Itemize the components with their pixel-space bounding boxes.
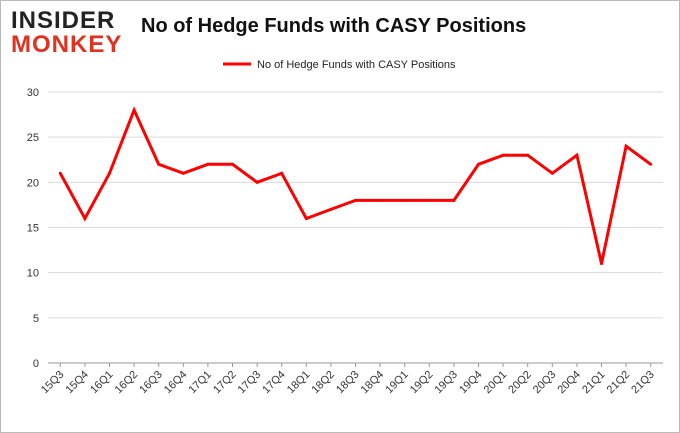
data-point: [526, 153, 530, 157]
x-tick-label: 19Q1: [383, 369, 411, 397]
data-point: [304, 216, 308, 220]
x-tick-label: 16Q1: [88, 369, 116, 397]
x-tick-label: 15Q3: [39, 369, 67, 397]
data-point: [58, 171, 62, 175]
x-tick-label: 17Q1: [186, 369, 214, 397]
x-tick-label: 17Q2: [211, 369, 239, 397]
data-point: [649, 162, 653, 166]
y-tick-label: 25: [27, 132, 39, 144]
data-point: [452, 198, 456, 202]
data-point: [624, 144, 628, 148]
x-tick-label: 17Q3: [236, 369, 264, 397]
insider-monkey-logo: INSIDER MONKEY: [11, 9, 129, 59]
x-tick-label: 18Q4: [359, 369, 387, 397]
logo-line-2: MONKEY: [11, 31, 123, 58]
x-axis-ticks: 15Q315Q416Q116Q216Q316Q417Q117Q217Q317Q4…: [39, 363, 657, 396]
data-point: [575, 153, 579, 157]
grid-lines: [48, 91, 663, 364]
x-tick-label: 19Q4: [457, 369, 485, 397]
data-point: [157, 162, 161, 166]
x-tick-label: 19Q2: [408, 369, 436, 397]
x-tick-label: 21Q2: [605, 369, 633, 397]
data-point: [181, 171, 185, 175]
data-point: [477, 162, 480, 166]
x-tick-label: 16Q3: [137, 369, 165, 397]
data-point: [280, 171, 284, 175]
data-point: [501, 153, 505, 157]
x-tick-label: 16Q2: [113, 369, 141, 397]
data-point: [354, 198, 357, 202]
y-axis-ticks: 0 5 10 15 20 25 30: [27, 87, 39, 370]
x-tick-label: 15Q4: [63, 369, 91, 397]
series-line: [58, 106, 652, 264]
data-point: [427, 198, 431, 202]
x-tick-label: 21Q3: [629, 369, 657, 397]
y-tick-label: 5: [33, 313, 39, 325]
data-point: [329, 207, 333, 211]
data-point: [403, 198, 407, 202]
data-point: [378, 198, 382, 202]
legend-label: No of Hedge Funds with CASY Positions: [257, 59, 456, 71]
data-point: [550, 171, 554, 175]
x-tick-label: 16Q4: [162, 369, 190, 397]
data-point: [108, 171, 111, 175]
x-tick-label: 19Q3: [432, 369, 460, 397]
logo-line-1: INSIDER: [11, 7, 116, 34]
data-point: [231, 162, 234, 166]
x-tick-label: 20Q2: [506, 369, 534, 397]
data-point: [132, 108, 136, 112]
y-tick-label: 10: [27, 268, 39, 280]
x-tick-label: 18Q1: [285, 369, 313, 397]
x-tick-label: 21Q1: [580, 369, 608, 397]
data-point: [83, 216, 87, 220]
x-tick-label: 20Q1: [482, 369, 510, 397]
y-tick-label: 15: [27, 223, 39, 235]
x-tick-label: 20Q4: [555, 369, 583, 397]
x-tick-label: 20Q3: [531, 369, 559, 397]
y-tick-label: 20: [27, 177, 39, 189]
series-group: [58, 106, 653, 266]
x-tick-label: 18Q2: [309, 369, 337, 397]
y-tick-label: 0: [33, 358, 39, 370]
data-point: [255, 180, 259, 184]
data-point: [206, 162, 210, 166]
y-tick-label: 30: [27, 87, 39, 99]
x-tick-label: 17Q4: [260, 369, 288, 397]
legend: No of Hedge Funds with CASY Positions: [223, 59, 456, 71]
chart-title: No of Hedge Funds with CASY Positions: [141, 15, 527, 37]
x-tick-label: 18Q3: [334, 369, 362, 397]
data-point: [600, 262, 603, 266]
